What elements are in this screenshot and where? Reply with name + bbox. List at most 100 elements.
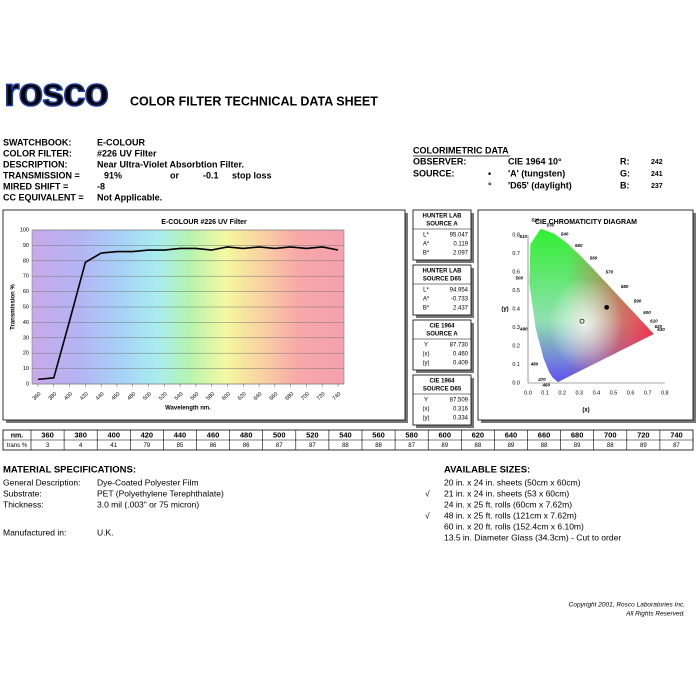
table-nm: 380 [74,430,87,439]
x-tick-label: 560 [190,391,201,402]
size-text: 20 in. x 24 in. sheets (50cm x 60cm) [444,477,581,487]
box-title: CIE 1964 [429,379,455,385]
info-text: Near Ultra-Violet Absorbtion Filter. [97,159,244,169]
table-trans: 88 [342,443,349,449]
y-axis-label: Transmission % [11,283,17,329]
source-label: SOURCE: [413,168,455,178]
x-tick-label: 420 [79,391,90,402]
chart-title: E-COLOUR #226 UV Filter [161,219,247,226]
y-tick-label: 40 [23,320,29,326]
y-tick-label: 100 [20,227,29,233]
info-text: SWATCHBOOK: [3,137,71,147]
table-nm: 400 [107,430,120,439]
table-nm: 520 [306,430,319,439]
table-trans: 88 [375,443,382,449]
locus-label: 480 [530,361,539,366]
rights: All Rights Reserved. [625,611,685,618]
table-nm: 420 [141,430,154,439]
box-label: (x) [423,352,430,358]
x-tick-label: 440 [95,391,106,402]
table-nm: 660 [538,430,551,439]
info-text: Not Applicable. [97,192,162,202]
transmission-line [37,246,339,381]
box-label: A* [423,297,430,303]
info-text: COLOR FILTER: [3,148,72,158]
locus-label: 560 [590,255,598,260]
locus-label: 530 [547,222,555,227]
box-value: 0.409 [453,361,469,367]
box [412,374,472,426]
box-value: 95.047 [450,233,469,239]
x-tick-label: 640 [253,391,264,402]
colorimetric-title: COLORIMETRIC DATA [413,145,509,155]
locus-label: 500 [516,276,524,281]
table-nm: 600 [438,430,451,439]
info-text: E-COLOUR [97,137,145,147]
x-tick-label: 600 [221,391,232,402]
material-value: U.K. [97,527,114,537]
table-trans: 87 [673,443,680,449]
box-title: CIE 1964 [429,324,455,330]
material-label: Manufactured in: [3,527,66,537]
cie-y-tick: 0.7 [512,251,520,257]
cie-y-tick: 0.3 [512,325,520,331]
table-nm: 700 [604,430,617,439]
table-header: trans % [7,443,28,449]
cie-x-tick: 0.0 [524,390,532,396]
cie-x-tick: 0.8 [661,390,669,396]
cie-y-tick: 0.8 [512,232,520,238]
box-value: 87.509 [450,398,469,404]
x-tick-label: 680 [284,391,295,402]
title: COLOR FILTER TECHNICAL DATA SHEET [130,94,378,108]
box-title: SOURCE D65 [423,387,462,393]
size-check: √ [425,510,430,520]
table-nm: 460 [207,430,220,439]
rgb-label: G: [620,168,630,178]
box-label: Y [424,398,428,404]
copyright: Copyright 2001, Rosco Laboratories Inc. [569,602,686,609]
box-title: SOURCE D65 [423,277,462,283]
rgb-value: 241 [651,171,663,178]
x-tick-label: 360 [32,391,43,402]
table-trans: 89 [574,443,581,449]
x-tick-label: 620 [237,391,248,402]
size-text: 24 in. x 25 ft. rolls (60cm x 7.62m) [444,499,572,509]
table-nm: 560 [372,430,385,439]
locus-label: 580 [621,284,629,289]
table-trans: 4 [79,443,83,449]
x-tick-label: 720 [316,391,327,402]
y-tick-label: 60 [23,289,29,295]
y-tick-label: 90 [23,243,29,249]
table-nm: 640 [505,430,518,439]
size-text: 21 in. x 24 in. sheets (53 x 60cm) [444,488,569,498]
table-trans: 86 [210,443,217,449]
locus-label: 620 [655,324,663,329]
box-value: 0.460 [453,352,469,358]
y-tick-label: 70 [23,274,29,280]
x-tick-label: 480 [126,391,137,402]
chromaticity-point [579,318,585,324]
box-label: B* [423,251,430,257]
table-nm: 720 [637,430,650,439]
material-value: PET (Polyethylene Terephthalate) [97,488,224,498]
cie-x-tick: 0.2 [558,390,566,396]
table-nm: 440 [174,430,187,439]
box-value: 0.334 [453,416,469,422]
rgb-label: B: [620,180,630,190]
table-trans: 87 [276,443,283,449]
y-tick-label: 30 [23,335,29,341]
locus-label: 550 [575,243,583,248]
locus-label: 470 [537,377,546,382]
locus-label: 610 [650,318,658,323]
table-trans: 89 [508,443,515,449]
box-value: -0.733 [451,297,469,303]
table-nm: 680 [571,430,584,439]
rgb-value: 242 [651,159,663,166]
table-trans: 86 [243,443,250,449]
box-value: 2.097 [453,251,469,257]
box-value: 0.316 [453,407,469,413]
box-value: 87.730 [450,343,469,349]
source-text: 'A' (tungsten) [508,168,565,178]
